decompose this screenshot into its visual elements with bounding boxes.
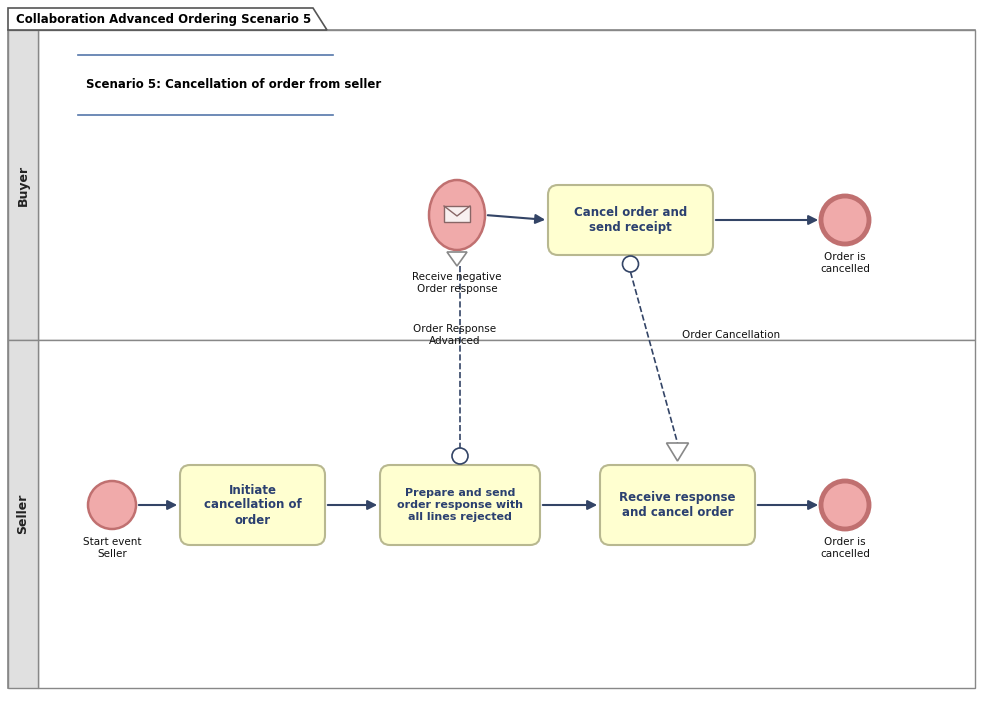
Text: Order Response
Advanced: Order Response Advanced <box>414 324 496 345</box>
Text: Order Cancellation: Order Cancellation <box>683 330 781 340</box>
Polygon shape <box>447 252 467 266</box>
Circle shape <box>88 481 136 529</box>
FancyBboxPatch shape <box>600 465 755 545</box>
Text: Buyer: Buyer <box>17 164 30 206</box>
Text: Start event
Seller: Start event Seller <box>83 537 141 558</box>
Bar <box>8 340 38 688</box>
Text: Receive negative
Order response: Receive negative Order response <box>413 272 501 293</box>
FancyBboxPatch shape <box>380 465 540 545</box>
Text: Order is
cancelled: Order is cancelled <box>821 537 870 558</box>
Text: Receive response
and cancel order: Receive response and cancel order <box>620 491 736 519</box>
Text: Initiate
cancellation of
order: Initiate cancellation of order <box>204 484 301 527</box>
Text: Prepare and send
order response with
all lines rejected: Prepare and send order response with all… <box>397 489 523 522</box>
Text: Order is
cancelled: Order is cancelled <box>821 252 870 274</box>
FancyBboxPatch shape <box>180 465 325 545</box>
Text: Seller: Seller <box>17 493 30 534</box>
Ellipse shape <box>429 180 485 250</box>
FancyBboxPatch shape <box>548 185 713 255</box>
Bar <box>38 30 975 340</box>
Bar <box>444 206 470 222</box>
Polygon shape <box>8 8 327 30</box>
Polygon shape <box>667 443 689 461</box>
Circle shape <box>821 481 869 529</box>
Circle shape <box>821 196 869 244</box>
Circle shape <box>452 448 468 464</box>
Bar <box>8 30 38 340</box>
Text: Collaboration Advanced Ordering Scenario 5: Collaboration Advanced Ordering Scenario… <box>16 13 311 25</box>
Bar <box>38 340 975 688</box>
Circle shape <box>623 256 638 272</box>
Text: Scenario 5: Cancellation of order from seller: Scenario 5: Cancellation of order from s… <box>86 78 381 92</box>
Text: Cancel order and
send receipt: Cancel order and send receipt <box>574 206 688 234</box>
